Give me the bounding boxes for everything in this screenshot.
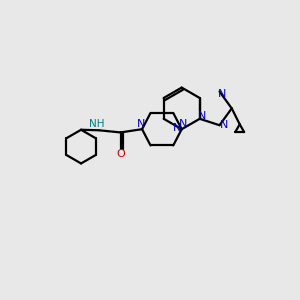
Text: O: O	[116, 149, 125, 159]
Text: NH: NH	[89, 119, 105, 129]
Text: N: N	[172, 123, 181, 133]
Text: N: N	[218, 88, 227, 98]
Text: N: N	[137, 119, 145, 129]
Text: N: N	[197, 111, 206, 121]
Text: N: N	[220, 120, 229, 130]
Text: N: N	[178, 119, 187, 129]
